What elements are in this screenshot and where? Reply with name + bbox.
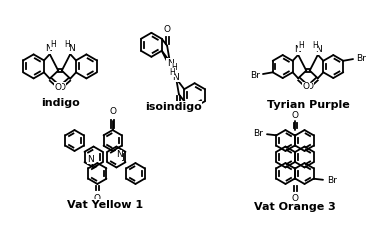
Text: O: O xyxy=(58,83,66,92)
Text: H: H xyxy=(50,40,56,49)
Text: O: O xyxy=(291,111,298,120)
Text: N: N xyxy=(45,44,52,53)
Text: Tyrian Purple: Tyrian Purple xyxy=(267,100,349,110)
Text: O: O xyxy=(307,82,314,91)
Text: Vat Orange 3: Vat Orange 3 xyxy=(254,202,336,212)
Text: O: O xyxy=(94,194,101,203)
Text: H: H xyxy=(312,41,318,50)
Text: H: H xyxy=(64,40,70,49)
Text: H: H xyxy=(171,63,177,72)
Text: Br: Br xyxy=(253,129,263,138)
Text: Br: Br xyxy=(250,70,260,79)
Text: O: O xyxy=(291,194,298,203)
Text: O: O xyxy=(176,106,183,115)
Text: isoindigo: isoindigo xyxy=(145,102,201,112)
Text: Vat Yellow 1: Vat Yellow 1 xyxy=(67,200,143,210)
Text: Br: Br xyxy=(356,54,366,63)
Text: N: N xyxy=(316,45,322,54)
Text: O: O xyxy=(54,83,61,92)
Text: H: H xyxy=(298,41,304,50)
Text: N: N xyxy=(116,150,123,159)
Text: O: O xyxy=(302,82,309,91)
Text: indigo: indigo xyxy=(41,98,80,108)
Text: N: N xyxy=(68,44,74,53)
Text: N: N xyxy=(167,58,174,68)
Text: H: H xyxy=(169,68,175,77)
Text: N: N xyxy=(294,45,301,54)
Text: N: N xyxy=(87,155,94,164)
Text: O: O xyxy=(109,107,116,116)
Text: Br: Br xyxy=(327,176,337,185)
Text: N: N xyxy=(172,72,179,81)
Text: O: O xyxy=(163,25,170,34)
